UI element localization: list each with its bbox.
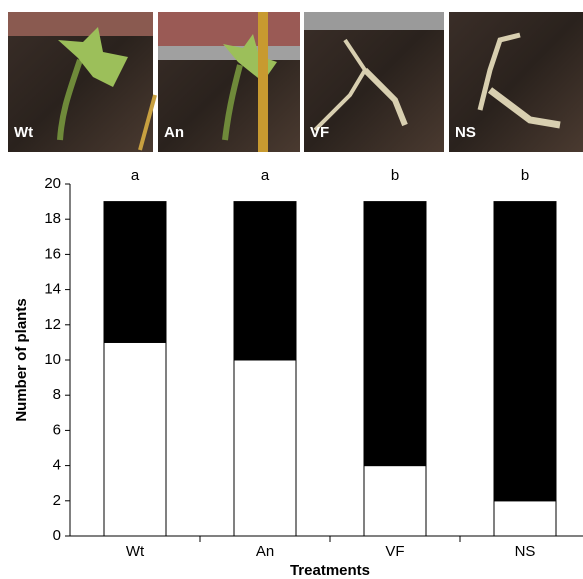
photos bbox=[8, 12, 583, 152]
y-tick-label: 16 bbox=[44, 245, 61, 262]
bar-segment bbox=[494, 202, 556, 501]
x-axis-label: Treatments bbox=[290, 562, 370, 579]
bar-segment bbox=[104, 202, 166, 343]
chart: Wt An VF NS 0 2 4 6 8 10 12 14 16 18 20 Wt a An a VF b NS b bbox=[14, 124, 583, 560]
x-tick-label: An bbox=[256, 543, 274, 560]
y-tick-label: 6 bbox=[53, 421, 61, 438]
x-tick-label: Wt bbox=[126, 543, 145, 560]
y-tick-label: 2 bbox=[53, 492, 61, 509]
bar-segment bbox=[364, 466, 426, 536]
y-tick-label: 20 bbox=[44, 175, 61, 192]
bar-segment bbox=[104, 342, 166, 536]
y-tick-label: 4 bbox=[53, 457, 61, 474]
significance-letter: a bbox=[261, 167, 270, 184]
x-tick-label: NS bbox=[515, 543, 536, 560]
y-tick-label: 0 bbox=[53, 527, 61, 544]
y-tick-label: 12 bbox=[44, 316, 61, 333]
bar-segment bbox=[234, 360, 296, 536]
figure: Wt An VF NS 0 2 4 6 8 10 12 14 16 18 20 Wt a An a VF b NS b Nu… bbox=[0, 0, 583, 579]
bar-segment bbox=[234, 202, 296, 360]
x-tick-label: VF bbox=[385, 543, 404, 560]
photo-label: NS bbox=[455, 124, 476, 141]
y-axis-label: Number of plants bbox=[13, 298, 30, 421]
photo-label: VF bbox=[310, 124, 329, 141]
significance-letter: a bbox=[131, 167, 140, 184]
y-tick-label: 10 bbox=[44, 351, 61, 368]
significance-letter: b bbox=[391, 167, 399, 184]
y-tick-label: 14 bbox=[44, 281, 61, 298]
photo-label: An bbox=[164, 124, 184, 141]
photo-label: Wt bbox=[14, 124, 33, 141]
y-tick-label: 8 bbox=[53, 386, 61, 403]
bar-segment bbox=[364, 202, 426, 466]
significance-letter: b bbox=[521, 167, 529, 184]
y-tick-label: 18 bbox=[44, 210, 61, 227]
bar-segment bbox=[494, 501, 556, 536]
